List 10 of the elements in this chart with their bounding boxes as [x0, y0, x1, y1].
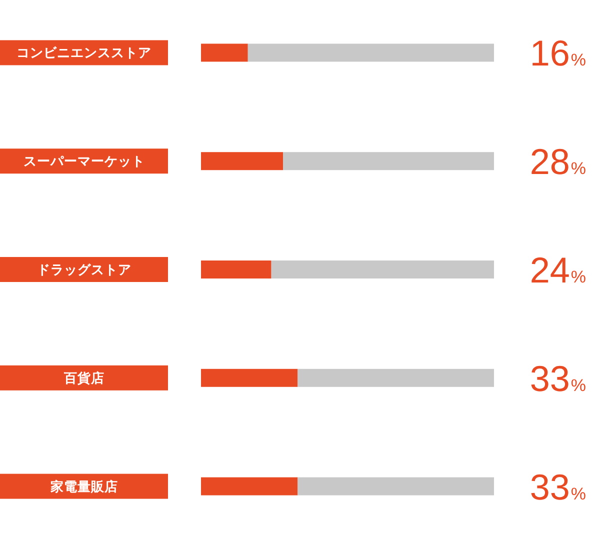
category-label: ドラッグストア — [36, 262, 132, 277]
category-label: スーパーマーケット — [23, 154, 145, 169]
value-label: 28% — [530, 141, 586, 182]
value-label: 24% — [530, 250, 586, 290]
value-label: 16% — [530, 32, 586, 74]
category-label: 百貨店 — [64, 370, 104, 386]
value-label: 33% — [530, 466, 586, 508]
value-label: 33% — [530, 358, 586, 399]
category-label: コンビニエンスストア — [16, 45, 152, 60]
category-label: 家電量販店 — [50, 478, 118, 494]
